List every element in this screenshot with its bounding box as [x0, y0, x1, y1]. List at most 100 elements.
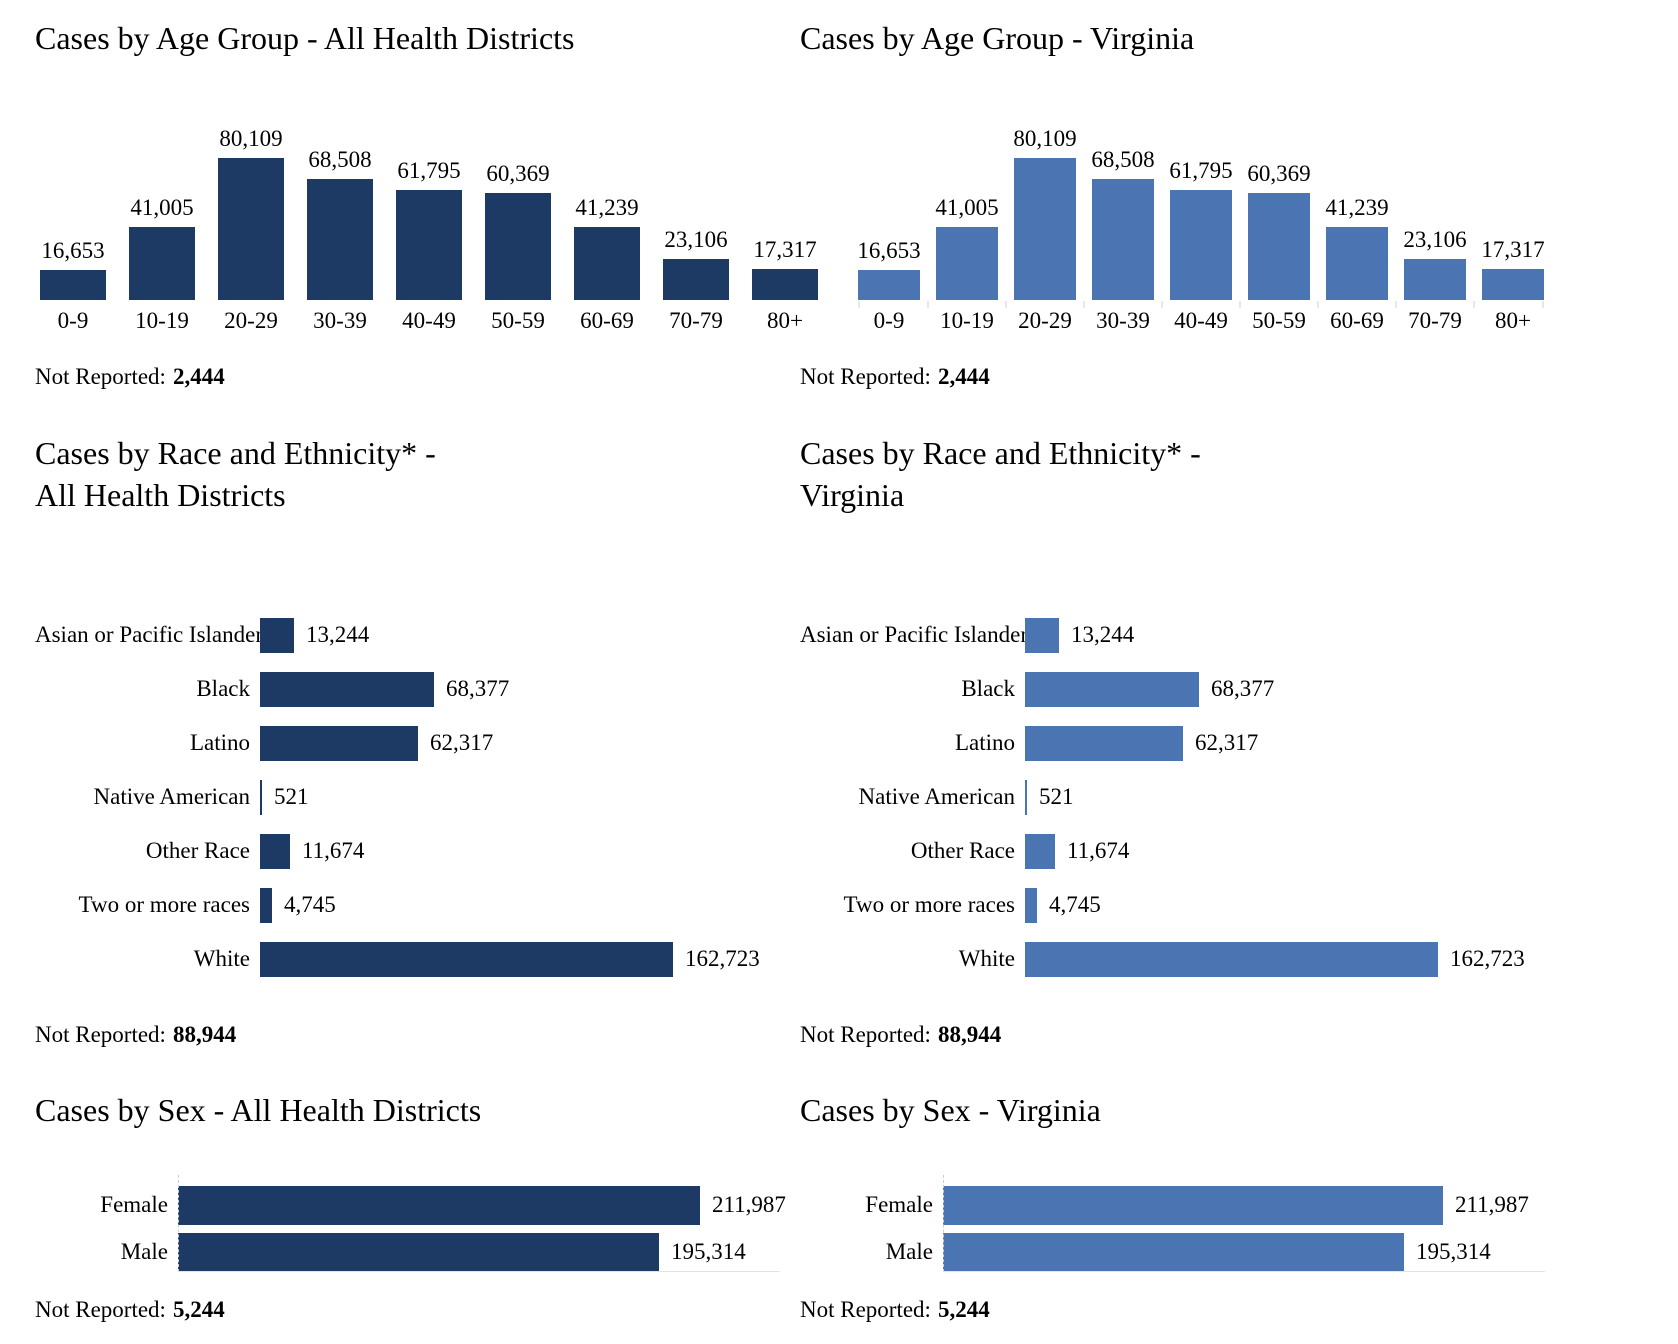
chart-title: Cases by Sex - Virginia — [800, 1092, 1101, 1128]
chart-race-all-districts: Cases by Race and Ethnicity* - All Healt… — [35, 428, 800, 1075]
bar-column: 17,317 — [752, 236, 818, 300]
bar-area: 16,653 41,005 80,109 68,508 61,795 60,369 41,2… — [40, 125, 818, 300]
not-reported: Not Reported: 88,944 — [35, 1022, 800, 1048]
bar[interactable] — [1025, 779, 1027, 815]
category-label: Native American — [858, 784, 1015, 810]
bar-column: 80,109 — [218, 125, 284, 300]
category-label: Black — [196, 676, 250, 702]
bar-column: 41,005 — [129, 194, 195, 300]
bar[interactable] — [1326, 226, 1388, 300]
category-label: 70-79 — [1408, 307, 1462, 333]
bar-value-label: 13,244 — [306, 622, 370, 648]
category-label: 0-9 — [873, 307, 905, 333]
bar-row: Other Race 11,674 — [800, 824, 1678, 878]
bar[interactable] — [260, 779, 262, 815]
bar[interactable] — [178, 1232, 659, 1272]
bar-value-label: 521 — [1039, 784, 1074, 810]
bar[interactable] — [1025, 671, 1199, 707]
bar[interactable] — [858, 269, 920, 300]
category-label: 80+ — [767, 307, 803, 333]
bar-plot: Female 211,987 Male 195,314 — [35, 1174, 786, 1272]
not-reported-label: Not Reported: — [35, 1296, 166, 1322]
bar[interactable] — [1025, 833, 1055, 869]
bar[interactable] — [40, 269, 106, 300]
bar[interactable] — [1025, 725, 1183, 761]
bar-value-label: 41,239 — [575, 194, 639, 220]
bar-value-label: 16,653 — [857, 237, 921, 263]
bar-value-label: 62,317 — [1195, 730, 1259, 756]
bar[interactable] — [260, 617, 294, 653]
bar-value-label: 60,369 — [1247, 160, 1311, 186]
bar[interactable] — [1404, 258, 1466, 300]
bar-value-label: 60,369 — [486, 160, 550, 186]
bar[interactable] — [1014, 157, 1076, 300]
bar-plot: Asian or Pacific Islander 13,244 Black 68,3… — [35, 608, 800, 986]
bar-value-label: 80,109 — [219, 125, 283, 151]
bar-rows: Asian or Pacific Islander 13,244 Black 68,3… — [800, 608, 1678, 986]
bar[interactable] — [260, 941, 673, 977]
bar-value-label: 13,244 — [1071, 622, 1135, 648]
bar[interactable] — [260, 725, 418, 761]
bar[interactable] — [1170, 189, 1232, 300]
bar-column: 68,508 — [1091, 146, 1155, 300]
bar[interactable] — [752, 268, 818, 300]
bar-column: 16,653 — [857, 237, 921, 300]
category-label: Asian or Pacific Islander — [800, 622, 1029, 648]
bar[interactable] — [178, 1185, 700, 1225]
bar-value-label: 17,317 — [753, 236, 817, 262]
bar-column: 60,369 — [1247, 160, 1311, 300]
bar[interactable] — [574, 226, 640, 300]
bar-value-label: 162,723 — [685, 946, 760, 972]
bar-plot: 16,653 41,005 80,109 68,508 61,795 60,369 41,2… — [40, 125, 818, 334]
bar[interactable] — [1482, 268, 1544, 300]
bar-value-label: 61,795 — [397, 157, 461, 183]
bar-rows: Female 211,987 Male 195,314 — [35, 1185, 786, 1272]
bar-column: 41,005 — [935, 194, 999, 300]
bar[interactable] — [260, 833, 290, 869]
bar[interactable] — [943, 1185, 1443, 1225]
bar-value-label: 23,106 — [664, 226, 728, 252]
chart-title: Cases by Race and Ethnicity* - Virginia — [800, 435, 1201, 513]
bar[interactable] — [1025, 941, 1438, 977]
bar[interactable] — [936, 226, 998, 300]
bar[interactable] — [129, 226, 195, 300]
bar[interactable] — [943, 1232, 1404, 1272]
axis-tick — [1395, 300, 1397, 308]
bar-column: 23,106 — [663, 226, 729, 300]
bar-row: White 162,723 — [800, 932, 1678, 986]
bar-plot: 16,653 41,005 80,109 68,508 61,795 60,369 41,2… — [857, 125, 1678, 334]
bar[interactable] — [663, 258, 729, 300]
category-label: Other Race — [145, 838, 250, 864]
bar[interactable] — [396, 189, 462, 300]
bar-row: Two or more races 4,745 — [800, 878, 1678, 932]
axis-tick — [1161, 300, 1163, 308]
bar[interactable] — [1025, 887, 1037, 923]
bar[interactable] — [260, 887, 272, 923]
bar-column: 80,109 — [1013, 125, 1077, 300]
bar-value-label: 17,317 — [1481, 236, 1545, 262]
bar[interactable] — [1025, 617, 1059, 653]
chart-sex-all-districts: Cases by Sex - All Health Districts Fema… — [35, 1075, 800, 1344]
bar[interactable] — [1248, 192, 1310, 300]
category-label: 20-29 — [1018, 307, 1072, 333]
category-label: Other Race — [910, 838, 1015, 864]
not-reported-value: 5,244 — [172, 1296, 225, 1322]
bar[interactable] — [1092, 178, 1154, 300]
category-label: White — [958, 946, 1015, 972]
category-label: 20-29 — [224, 307, 278, 333]
not-reported-label: Not Reported: — [800, 1022, 931, 1048]
category-label: 10-19 — [940, 307, 994, 333]
category-label: 40-49 — [402, 307, 456, 333]
bar-value-label: 80,109 — [1013, 125, 1077, 151]
bar-value-label: 68,508 — [308, 146, 372, 172]
bar[interactable] — [260, 671, 434, 707]
bar-value-label: 62,317 — [430, 730, 494, 756]
not-reported-value: 2,444 — [172, 363, 225, 389]
bar[interactable] — [485, 192, 551, 300]
bar[interactable] — [218, 157, 284, 300]
bar-column: 60,369 — [485, 160, 551, 300]
category-label: Female — [100, 1192, 168, 1218]
category-label: 30-39 — [313, 307, 367, 333]
bar[interactable] — [307, 178, 373, 300]
bar-plot: Female 211,987 Male 195,314 — [800, 1174, 1545, 1272]
